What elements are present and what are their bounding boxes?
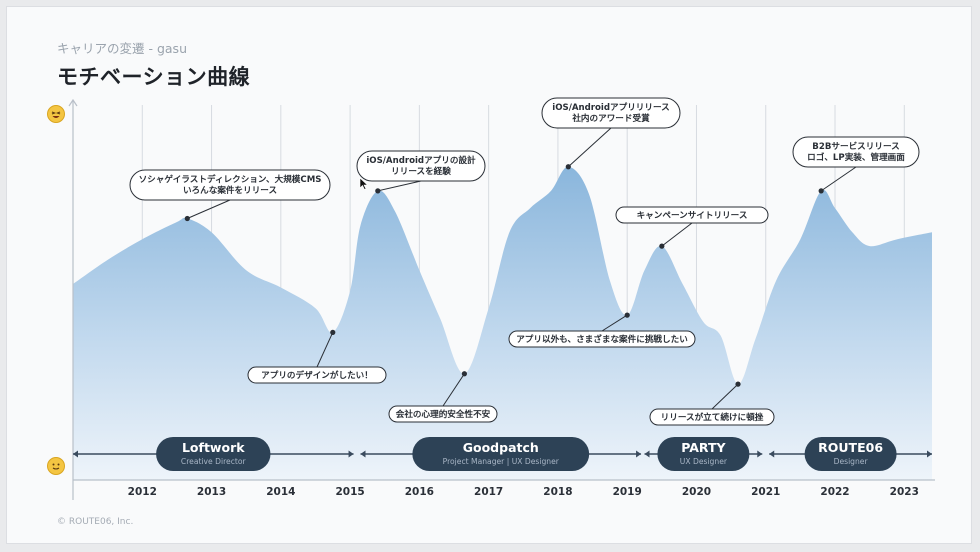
timeline-start-arrow-icon	[360, 450, 366, 458]
timeline-end-arrow-icon	[348, 450, 354, 458]
data-point	[818, 188, 824, 194]
timeline-start-arrow-icon	[644, 450, 650, 458]
timeline-start-arrow-icon	[73, 450, 78, 458]
timeline-end-arrow-icon	[927, 450, 932, 458]
callout-text: アプリ以外も、さまざまな案件に挑戦したい	[516, 333, 688, 345]
callout-leader	[711, 383, 739, 410]
career-company: ROUTE06	[818, 440, 883, 455]
x-tick-label: 2019	[613, 486, 642, 498]
career-pill	[804, 437, 897, 471]
career-pill	[156, 437, 271, 471]
career-role: Creative Director	[181, 457, 247, 466]
callout-leader	[567, 127, 612, 168]
data-point	[375, 188, 381, 194]
callout-box	[388, 405, 498, 423]
career-company: Goodpatch	[463, 440, 539, 455]
callout-box	[508, 330, 696, 348]
callout-text: リリースを経験	[391, 165, 451, 177]
callout-box	[541, 97, 681, 129]
x-tick-label: 2022	[820, 486, 849, 498]
x-tick-label: 2013	[197, 486, 226, 498]
x-tick-label: 2020	[682, 486, 711, 498]
data-point	[461, 371, 467, 377]
data-point	[330, 329, 336, 335]
callout-box	[356, 150, 486, 182]
callout-leader	[820, 166, 857, 192]
callout-text: 社内のアワード受賞	[571, 112, 650, 124]
callout-box	[615, 206, 769, 224]
callout-leader	[316, 332, 334, 368]
timeline-start-arrow-icon	[769, 450, 775, 458]
career-role: Designer	[834, 457, 869, 466]
x-tick-label: 2017	[474, 486, 503, 498]
laughing-face-icon	[47, 105, 65, 123]
callout-text: 会社の心理的安全性不安	[396, 408, 491, 420]
callout-text: キャンペーンサイトリリース	[637, 210, 748, 221]
callout-text: アプリのデザインがしたい！	[261, 369, 373, 381]
x-tick-label: 2021	[751, 486, 780, 498]
callout-text: いろんな案件をリリース	[183, 184, 277, 196]
x-tick-label: 2023	[890, 486, 919, 498]
career-company: Loftwork	[182, 440, 245, 455]
y-axis-arrow-icon	[68, 98, 78, 107]
slide-subtitle: キャリアの変遷 - gasu	[57, 41, 187, 56]
callout-leader	[661, 222, 693, 247]
data-point	[565, 164, 571, 170]
callout-box	[792, 136, 920, 168]
x-tick-label: 2018	[543, 486, 572, 498]
callout-text: リリースが立て続けに頓挫	[661, 411, 764, 423]
callout-leader	[377, 180, 422, 192]
callout-box	[129, 169, 331, 201]
callout-text: iOS/Androidアプリリリース	[552, 101, 669, 113]
career-pill	[657, 437, 750, 471]
callout-leader	[601, 314, 628, 332]
data-point	[735, 381, 741, 387]
data-point	[659, 243, 665, 249]
melting-face-icon	[47, 457, 65, 475]
callout-box	[247, 366, 387, 384]
career-company: PARTY	[681, 440, 726, 455]
callout-text: iOS/Androidアプリの設計	[366, 154, 476, 166]
callout-leader	[442, 373, 465, 407]
data-point	[624, 312, 630, 318]
x-tick-label: 2016	[405, 486, 434, 498]
data-point	[184, 215, 190, 222]
career-role: UX Designer	[680, 457, 728, 466]
mouse-pointer-icon	[359, 177, 369, 190]
slide-title: モチベーション曲線	[57, 65, 251, 89]
callout-text: ロゴ、LP実装、管理画面	[807, 151, 905, 163]
callout-box	[649, 408, 775, 426]
callout-text: B2Bサービスリリース	[812, 140, 899, 152]
callout-text: ソシャゲイラストディレクション、大規模CMS	[139, 173, 322, 185]
career-role: Project Manager | UX Designer	[443, 457, 560, 466]
callout-leader	[187, 199, 231, 219]
x-tick-label: 2012	[128, 486, 157, 498]
timeline-end-arrow-icon	[636, 450, 642, 458]
x-tick-label: 2015	[335, 486, 364, 498]
timeline-end-arrow-icon	[757, 450, 763, 458]
copyright: © ROUTE06, Inc.	[57, 517, 134, 527]
motivation-area	[73, 166, 932, 481]
x-tick-label: 2014	[266, 486, 295, 498]
career-pill	[412, 437, 590, 471]
